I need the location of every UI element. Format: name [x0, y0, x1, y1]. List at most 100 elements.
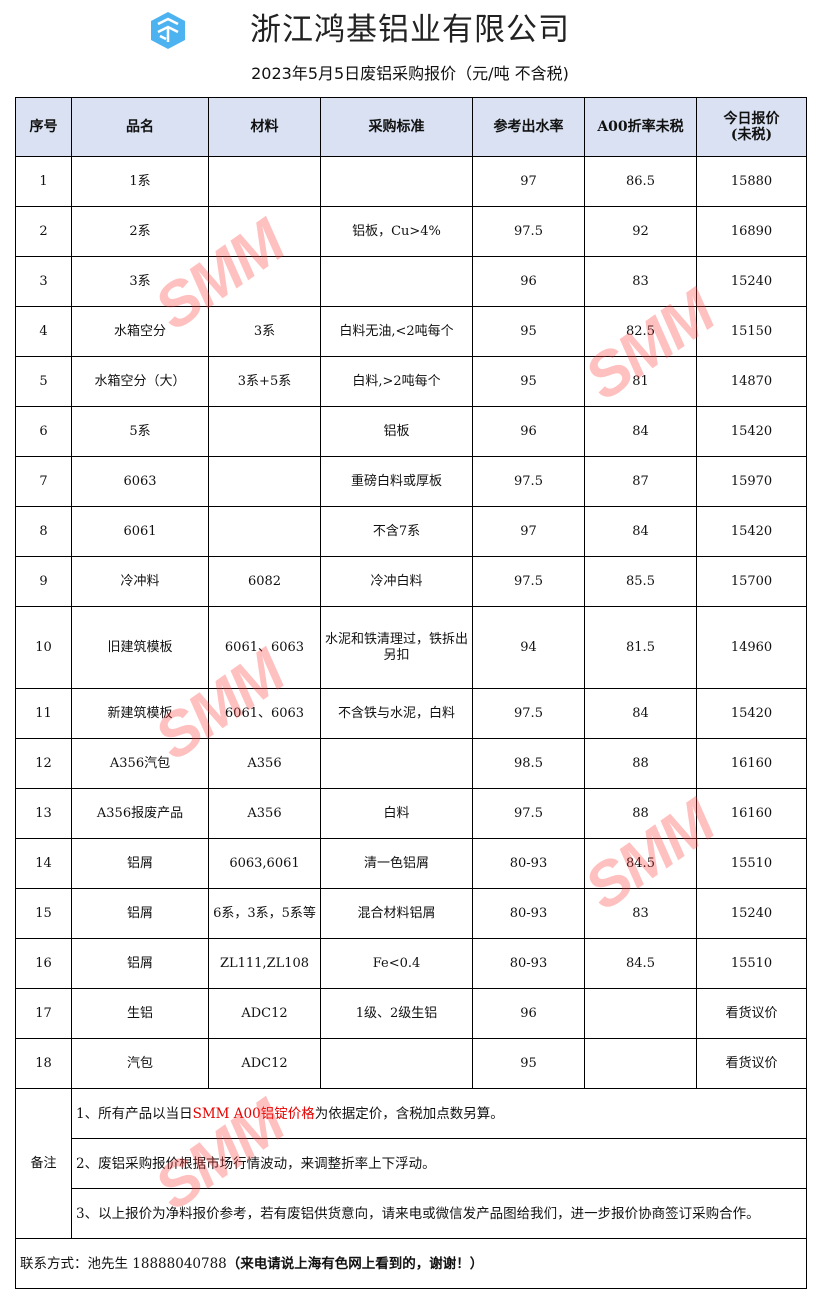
column-header: 材料 [208, 97, 321, 157]
table-cell: 15 [15, 888, 72, 939]
table-cell [208, 456, 321, 507]
table-cell [208, 256, 321, 307]
table-cell: 铝板 [320, 406, 473, 457]
table-cell: 12 [15, 738, 72, 789]
table-cell: 97.5 [472, 556, 585, 607]
table-cell: 1 [15, 156, 72, 207]
table-row: 13 A356报废产品 A356 白料 97.5 88 16160 [15, 788, 807, 839]
table-row: 11 新建筑模板 6061、6063 不含铁与水泥，白料 97.5 84 15420 [15, 688, 807, 739]
table-cell: 87 [584, 456, 697, 507]
table-cell [208, 206, 321, 257]
table-cell [208, 506, 321, 557]
table-row: 9 冷冲料 6082 冷冲白料 97.5 85.5 15700 [15, 556, 807, 607]
table-cell: 86.5 [584, 156, 697, 207]
note-3: 3、以上报价为净料报价参考，若有废铝供货意向，请来电或微信发产品图给我们，进一步… [71, 1188, 807, 1239]
table-cell: 81.5 [584, 606, 697, 689]
table-cell: 88 [584, 738, 697, 789]
table-cell: 84 [584, 506, 697, 557]
contact-text: 联系方式：池先生 18888040788 [20, 1255, 227, 1272]
table-cell: 15240 [696, 888, 807, 939]
table-cell: 6系，3系，5系等 [208, 888, 321, 939]
table-cell: 96 [472, 256, 585, 307]
table-cell: 13 [15, 788, 72, 839]
table-cell: 95 [472, 306, 585, 357]
table-cell: 15240 [696, 256, 807, 307]
table-cell: ADC12 [208, 1038, 321, 1089]
table-cell: 2 [15, 206, 72, 257]
note-1-text: 1、所有产品以当日 [76, 1105, 193, 1122]
table-cell: 8 [15, 506, 72, 557]
table-cell: 铝屑 [71, 938, 209, 989]
table-cell: 95 [472, 1038, 585, 1089]
table-cell: 重磅白料或厚板 [320, 456, 473, 507]
table-row: 4 水箱空分 3系 白料无油,<2吨每个 95 82.5 15150 [15, 306, 807, 357]
table-cell: 15880 [696, 156, 807, 207]
table-cell: 6063,6061 [208, 838, 321, 889]
table-cell: 3 [15, 256, 72, 307]
table-cell: 生铝 [71, 988, 209, 1039]
table-cell: 6061 [71, 506, 209, 557]
table-cell: 96 [472, 988, 585, 1039]
table-cell: 3系 [71, 256, 209, 307]
table-cell: 95 [472, 356, 585, 407]
price-table: 序号 品名 材料 采购标准 参考出水率 A00折率未税 今日报价 (未税) 1 1系 97 86.… [15, 97, 807, 1289]
column-header: 品名 [71, 97, 209, 157]
table-cell: 水泥和铁清理过，铁拆出另扣 [320, 606, 473, 689]
table-cell: 16160 [696, 788, 807, 839]
company-name: 浙江鸿基铝业有限公司 [250, 12, 570, 48]
table-cell [320, 156, 473, 207]
note-1-highlight: SMM A00铝锭价格 [192, 1105, 315, 1122]
table-cell: 新建筑模板 [71, 688, 209, 739]
table-cell: 冷冲料 [71, 556, 209, 607]
table-row: 5 水箱空分（大） 3系+5系 白料,>2吨每个 95 81 14870 [15, 356, 807, 407]
table-row: 3 3系 96 83 15240 [15, 256, 807, 307]
table-cell: 15420 [696, 688, 807, 739]
table-row: 10 旧建筑模板 6061、6063 水泥和铁清理过，铁拆出另扣 94 81.5 14960 [15, 606, 807, 689]
table-cell: 不含铁与水泥，白料 [320, 688, 473, 739]
table-cell: 15510 [696, 938, 807, 989]
table-cell: 84.5 [584, 938, 697, 989]
table-row: 6 5系 铝板 96 84 15420 [15, 406, 807, 457]
table-cell: 清一色铝屑 [320, 838, 473, 889]
company-logo [151, 12, 185, 49]
table-cell: 15510 [696, 838, 807, 889]
table-cell: 80-93 [472, 888, 585, 939]
notes-label: 备注 [15, 1088, 72, 1239]
table-cell: 82.5 [584, 306, 697, 357]
table-cell: 96 [472, 406, 585, 457]
table-cell: 17 [15, 988, 72, 1039]
table-cell: 看货议价 [696, 988, 807, 1039]
table-cell: 10 [15, 606, 72, 689]
table-cell: 铝板，Cu>4% [320, 206, 473, 257]
table-cell: 18 [15, 1038, 72, 1089]
table-row: 17 生铝 ADC12 1级、2级生铝 96 看货议价 [15, 988, 807, 1039]
table-cell: 6061、6063 [208, 606, 321, 689]
table-cell: 1级、2级生铝 [320, 988, 473, 1039]
table-cell: 水箱空分（大） [71, 356, 209, 407]
table-cell: 7 [15, 456, 72, 507]
table-cell: ADC12 [208, 988, 321, 1039]
table-cell: 旧建筑模板 [71, 606, 209, 689]
table-cell [584, 1038, 697, 1089]
table-cell: 水箱空分 [71, 306, 209, 357]
table-cell: 白料,>2吨每个 [320, 356, 473, 407]
table-cell: A356 [208, 788, 321, 839]
table-cell: 冷冲白料 [320, 556, 473, 607]
table-cell: 白料 [320, 788, 473, 839]
table-cell: ZL111,ZL108 [208, 938, 321, 989]
table-cell: 97.5 [472, 788, 585, 839]
column-header: 序号 [15, 97, 72, 157]
table-cell: 97.5 [472, 688, 585, 739]
table-cell: 3系 [208, 306, 321, 357]
table-cell: 4 [15, 306, 72, 357]
table-cell: 汽包 [71, 1038, 209, 1089]
table-cell: 14 [15, 838, 72, 889]
column-header: 今日报价 (未税) [696, 97, 807, 157]
table-cell [320, 256, 473, 307]
table-cell: 11 [15, 688, 72, 739]
table-cell: A356 [208, 738, 321, 789]
table-cell: 白料无油,<2吨每个 [320, 306, 473, 357]
table-cell [584, 988, 697, 1039]
table-cell: 5 [15, 356, 72, 407]
table-row: 14 铝屑 6063,6061 清一色铝屑 80-93 84.5 15510 [15, 838, 807, 889]
